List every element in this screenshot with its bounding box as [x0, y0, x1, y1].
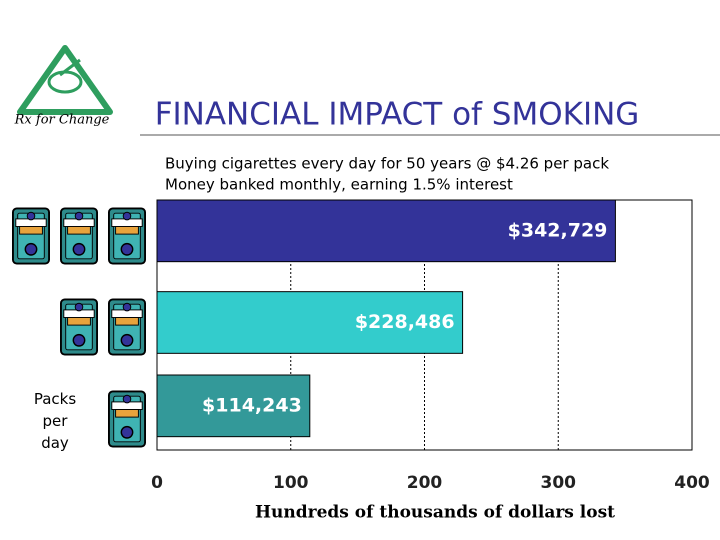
- value-label: $342,729: [508, 219, 608, 241]
- x-tick-label: 0: [151, 473, 163, 493]
- bar: [156, 199, 616, 263]
- x-axis-title: Hundreds of thousands of dollars lost: [255, 503, 615, 523]
- logo-text: Rx for Change: [14, 113, 110, 128]
- logo: Rx for Change: [14, 45, 113, 128]
- value-label: $228,486: [355, 311, 455, 333]
- category-axis-title: Packs per day: [33, 390, 77, 452]
- bar: [156, 374, 311, 438]
- x-tick-label: 100: [273, 473, 309, 493]
- subtitle: Buying cigarettes every day for 50 years…: [165, 155, 609, 173]
- x-tick-label: 400: [674, 473, 710, 493]
- x-tick-label: 300: [541, 473, 577, 493]
- chart-title: FINANCIAL IMPACT of SMOKING: [155, 97, 640, 133]
- subtitle: Money banked monthly, earning 1.5% inter…: [165, 176, 513, 194]
- bar: [156, 291, 464, 354]
- x-tick-label: 200: [407, 473, 443, 493]
- value-label: $114,243: [202, 394, 302, 416]
